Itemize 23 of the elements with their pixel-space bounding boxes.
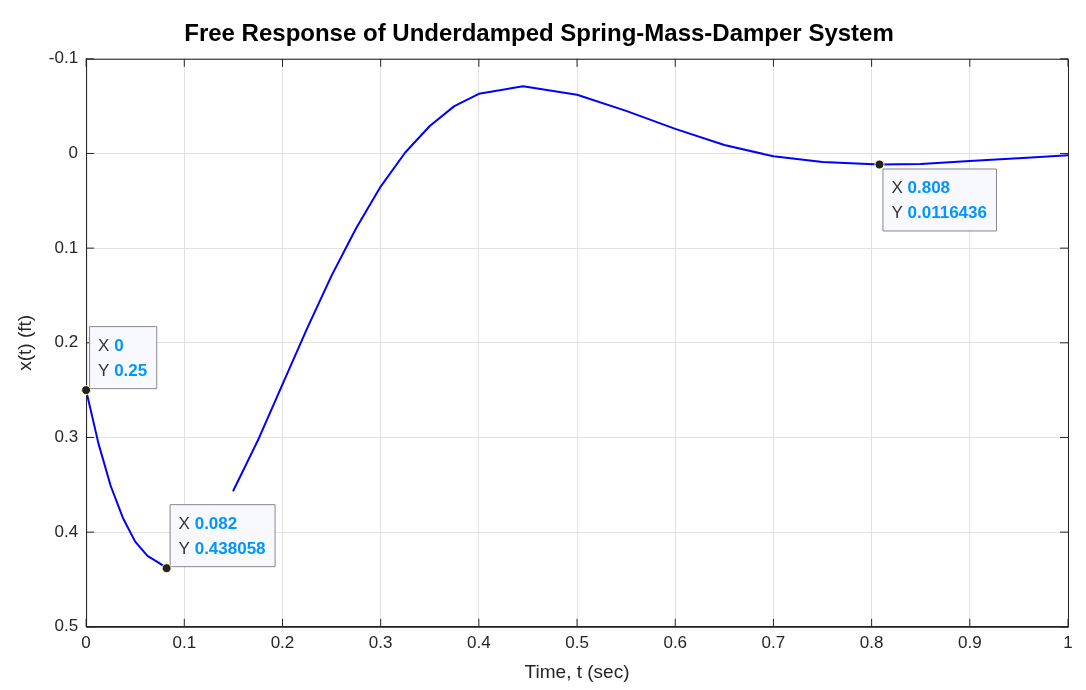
x-tick-label: 0.6 [663,632,688,652]
y-tick-label: 0 [68,143,79,163]
y-tick-label: -0.1 [48,48,79,68]
x-tick-label: 0.1 [172,632,197,652]
x-tick-label: 0.2 [270,632,295,652]
x-tick-label: 0.3 [368,632,393,652]
annotation: X 0.808 Y 0.0116436 [891,178,987,223]
annotation: X 0 Y 0.25 [98,335,148,380]
y-tick-label: 0.2 [54,332,79,352]
x-axis-title: Time, t (sec) [524,660,630,682]
x-tick-label: 0.4 [467,632,491,652]
y-tick-label: 0.1 [54,237,79,257]
x-tick-label: 0.9 [957,632,982,652]
x-tick-label: 0.7 [761,632,786,652]
y-tick-label: 0.5 [54,616,79,636]
chart-title: Free Response of Underdamped Spring-Mass-Damper System [184,19,894,47]
y-tick-label: 0.4 [54,521,79,541]
x-tick-label: 0.8 [859,632,884,652]
y-tick-label: 0.3 [54,427,79,447]
x-tick-label: 1 [1063,632,1073,652]
x-tick-label: 0.5 [565,632,589,652]
annotation: X 0.082 Y 0.438058 [178,513,266,558]
y-axis-title: x(t) (ft) [13,314,35,371]
